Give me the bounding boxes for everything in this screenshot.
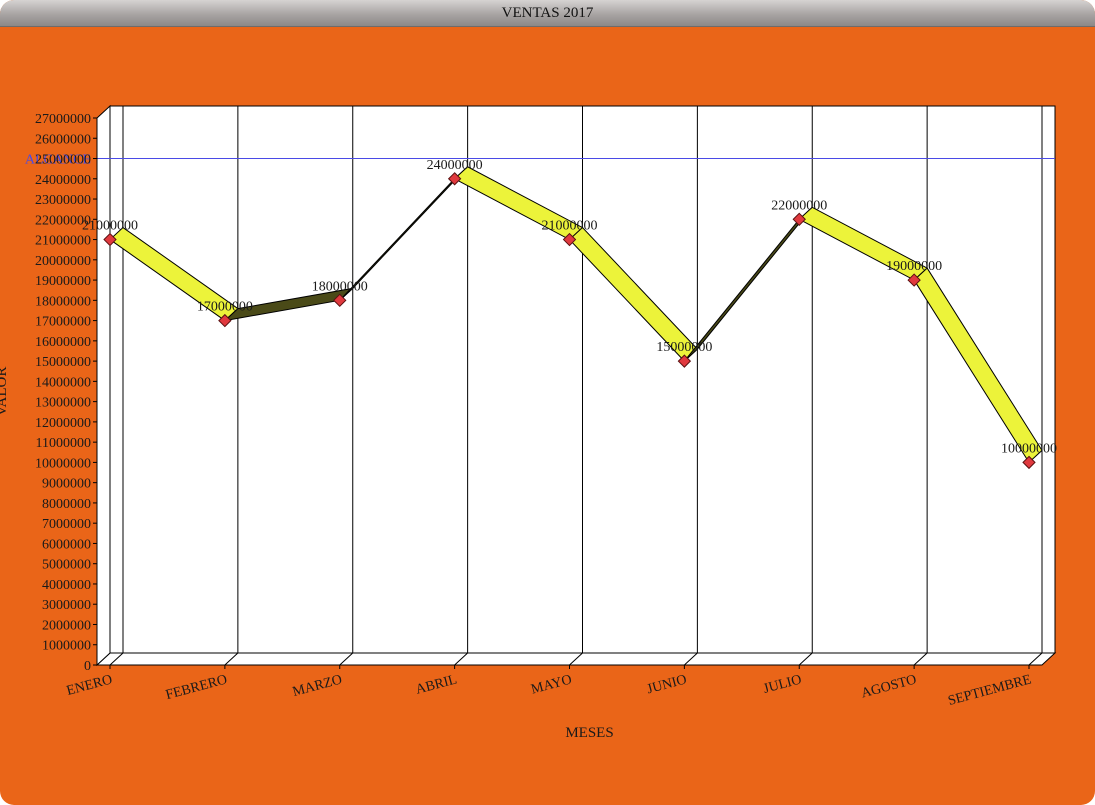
data-point-marker [447,172,462,186]
y-tick-label: 24000000 [35,173,91,188]
data-point-marker [103,232,117,247]
data-label: 21000000 [82,219,138,234]
y-tick-label: 13000000 [35,396,91,411]
y-tick-label: 10000000 [35,456,91,471]
grid-floor-line [454,652,468,666]
data-point-marker [562,232,577,247]
grid-lines [109,106,1043,666]
y-tick-label: 3000000 [42,598,91,613]
y-tick-label: 26000000 [35,132,91,147]
y-tick-label: 11000000 [36,436,91,451]
series-ribbon-segment [913,267,1043,464]
y-tick-label: 16000000 [35,335,91,350]
grid-floor-line [224,652,239,666]
grid-floor-line [109,652,124,666]
grid-floor-line [913,652,928,666]
data-label: 21000000 [542,219,598,234]
grid-floor-line [569,652,583,666]
data-label: 18000000 [312,279,368,294]
x-tick-label: AGOSTO [860,672,918,701]
y-tick-label: 14000000 [35,375,91,390]
y-tick-label: 23000000 [35,193,91,208]
y-tick-label: 25000000 [35,153,91,168]
reference-line-group: ALCANCE [25,153,1055,168]
y-tick-label: 20000000 [35,254,91,269]
y-tick-label: 27000000 [35,112,91,127]
x-tick-label: JULIO [762,672,803,697]
y-tick-label: 8000000 [42,497,91,512]
data-label: 22000000 [771,198,827,213]
y-tick-label: 6000000 [42,537,91,552]
y-tick-label: 18000000 [35,294,91,309]
data-point-marker [907,273,921,287]
grid-floor-line [798,652,813,666]
x-tick-label: FEBRERO [164,672,229,703]
plot-area [95,104,1057,667]
y-tick-label: 2000000 [42,618,91,633]
data-label: 10000000 [1001,441,1057,456]
window-titlebar: VENTAS 2017 [0,0,1095,27]
x-tick-label: ABRIL [414,672,458,697]
data-point-marker [1022,455,1036,470]
y-tick-label: 5000000 [42,558,91,573]
x-tick-label: MAYO [530,672,574,697]
data-point-marker [218,313,232,328]
plot-side-wall [96,104,111,667]
data-label: 17000000 [197,300,253,315]
data-label: 15000000 [656,340,712,355]
x-tick-label: MARZO [291,672,344,700]
data-labels: 21000000 17000000 18000000 24000000 21000000… [82,158,1057,457]
reference-line-label: ALCANCE [25,153,91,168]
data-label: 19000000 [886,259,942,274]
y-axis-title: VALOR [0,367,10,417]
x-tick-label: JUNIO [645,672,688,697]
data-point-marker [677,354,692,368]
x-tick-label: SEPTIEMBRE [946,672,1033,709]
y-tick-label: 12000000 [35,416,91,431]
grid-floor-line [1028,652,1043,666]
y-tick-label: 4000000 [42,578,91,593]
grid-floor-line [684,652,698,666]
data-point-marker [333,293,347,308]
y-tick-label: 17000000 [35,315,91,330]
y-tick-label: 21000000 [35,234,91,249]
y-tick-label: 0 [84,659,91,674]
x-axis-title: MESES [565,725,613,741]
data-label: 24000000 [427,158,483,173]
data-point-marker [792,212,806,227]
x-tick-label: ENERO [65,672,114,699]
y-tick-label: 9000000 [42,477,91,492]
chart-title: VENTAS 2017 [501,5,594,21]
y-tick-label: 1000000 [42,639,91,654]
y-tick-label: 15000000 [35,355,91,370]
y-tick-label: 22000000 [35,213,91,228]
y-tick-label: 7000000 [42,517,91,532]
series-line [103,166,1043,470]
grid-floor-line [339,652,354,666]
y-tick-label: 19000000 [35,274,91,289]
